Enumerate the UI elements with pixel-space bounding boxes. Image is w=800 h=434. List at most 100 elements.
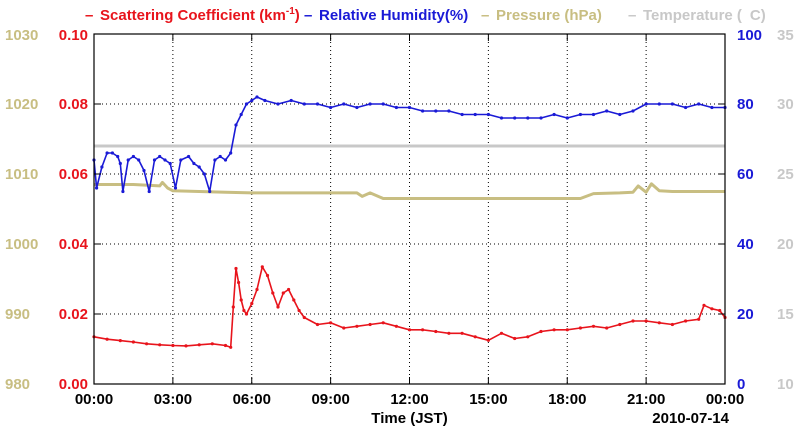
- legend-marker: –: [304, 7, 312, 24]
- data-point-relative-humidity: [118, 161, 122, 166]
- data-point-relative-humidity: [499, 116, 504, 120]
- data-point-relative-humidity: [168, 161, 172, 166]
- data-point-relative-humidity: [315, 102, 320, 106]
- pressure-axis-tick-label: 990: [5, 306, 30, 323]
- data-point-scattering-coefficient: [552, 328, 556, 332]
- scattering-axis-tick-label: 0.10: [59, 27, 88, 44]
- date-label: 2010-07-14: [652, 410, 729, 427]
- data-point-scattering-coefficient: [368, 322, 372, 327]
- legend-label: Scattering Coefficient (km-1): [100, 6, 300, 24]
- data-point-scattering-coefficient: [260, 265, 264, 269]
- data-point-scattering-coefficient: [447, 331, 451, 335]
- data-point-scattering-coefficient: [657, 321, 661, 325]
- x-tick-label: 21:00: [627, 391, 665, 408]
- x-tick-label: 00:00: [75, 391, 113, 408]
- data-point-relative-humidity: [131, 154, 135, 159]
- data-point-relative-humidity: [657, 102, 661, 106]
- data-point-relative-humidity: [147, 189, 151, 194]
- data-point-relative-humidity: [202, 172, 206, 176]
- x-tick-label: 18:00: [548, 391, 586, 408]
- data-point-scattering-coefficient: [605, 326, 609, 330]
- data-point-relative-humidity: [276, 102, 280, 106]
- data-point-scattering-coefficient: [315, 322, 320, 327]
- x-tick-label: 09:00: [311, 391, 349, 408]
- data-point-relative-humidity: [526, 116, 530, 120]
- data-point-relative-humidity: [578, 112, 583, 117]
- data-point-relative-humidity: [394, 105, 398, 110]
- data-point-relative-humidity: [187, 154, 191, 159]
- data-point-scattering-coefficient: [292, 298, 296, 302]
- data-point-relative-humidity: [591, 112, 596, 117]
- data-point-relative-humidity: [250, 98, 254, 103]
- data-point-scattering-coefficient: [394, 324, 398, 328]
- data-point-relative-humidity: [605, 109, 609, 113]
- data-point-scattering-coefficient: [342, 326, 346, 330]
- data-point-relative-humidity: [565, 116, 569, 120]
- data-point-relative-humidity: [460, 112, 464, 117]
- legend-item-rh: – Relative Humidity(%): [304, 7, 468, 24]
- data-point-scattering-coefficient: [302, 315, 306, 320]
- data-point-scattering-coefficient: [381, 321, 385, 325]
- data-point-relative-humidity: [142, 168, 146, 173]
- data-point-relative-humidity: [289, 98, 293, 103]
- data-point-scattering-coefficient: [697, 317, 701, 321]
- humidity-axis-tick-label: 60: [737, 166, 754, 183]
- data-point-relative-humidity: [126, 158, 130, 162]
- legend-label: Temperature (C): [643, 7, 766, 24]
- x-axis-label: Time (JST): [371, 410, 447, 427]
- data-point-scattering-coefficient: [473, 335, 477, 339]
- data-point-scattering-coefficient: [407, 328, 412, 332]
- data-point-scattering-coefficient: [486, 338, 490, 342]
- data-point-relative-humidity: [218, 154, 222, 159]
- data-point-scattering-coefficient: [329, 321, 333, 325]
- data-point-relative-humidity: [368, 102, 372, 106]
- series-group: [92, 95, 727, 349]
- scattering-axis-tick-label: 0.04: [59, 236, 89, 253]
- temperature-axis-tick-label: 35: [777, 27, 794, 44]
- data-point-scattering-coefficient: [105, 337, 109, 341]
- legend-item-pres: – Pressure (hPa): [481, 7, 602, 24]
- data-point-relative-humidity: [173, 186, 178, 190]
- data-point-relative-humidity: [223, 158, 228, 162]
- data-point-scattering-coefficient: [250, 301, 254, 306]
- data-point-relative-humidity: [421, 109, 425, 113]
- data-point-relative-humidity: [137, 158, 141, 162]
- humidity-axis-tick-label: 80: [737, 96, 754, 113]
- x-tick-label: 03:00: [154, 391, 192, 408]
- data-point-scattering-coefficient: [271, 291, 275, 295]
- data-point-relative-humidity: [355, 105, 359, 110]
- humidity-axis-tick-label: 0: [737, 376, 745, 393]
- data-point-scattering-coefficient: [565, 328, 569, 332]
- data-point-relative-humidity: [670, 102, 675, 106]
- temperature-axis-tick-label: 20: [777, 236, 794, 253]
- data-point-relative-humidity: [255, 95, 259, 99]
- pressure-axis-tick-label: 1000: [5, 236, 38, 253]
- data-point-relative-humidity: [105, 151, 109, 155]
- x-tick-label: 15:00: [469, 391, 507, 408]
- data-point-relative-humidity: [263, 98, 267, 103]
- data-point-relative-humidity: [329, 105, 333, 110]
- data-point-scattering-coefficient: [434, 329, 438, 334]
- pressure-axis-tick-label: 980: [5, 376, 30, 393]
- legend-label: Relative Humidity(%): [319, 7, 468, 24]
- data-point-scattering-coefficient: [171, 343, 175, 348]
- data-point-relative-humidity: [381, 102, 385, 106]
- data-point-scattering-coefficient: [223, 343, 228, 348]
- pressure-axis-tick-label: 1010: [5, 166, 38, 183]
- legend-marker: –: [481, 7, 489, 24]
- data-point-scattering-coefficient: [281, 291, 285, 295]
- data-point-relative-humidity: [197, 165, 201, 169]
- data-point-relative-humidity: [552, 112, 556, 117]
- data-point-relative-humidity: [539, 116, 543, 120]
- humidity-axis-tick-label: 40: [737, 236, 754, 253]
- legend-item-temp: – Temperature (C): [628, 7, 766, 24]
- scattering-axis-tick-label: 0.06: [59, 166, 88, 183]
- data-point-relative-humidity: [407, 105, 412, 110]
- temperature-axis-tick-label: 10: [777, 376, 794, 393]
- data-point-relative-humidity: [208, 189, 212, 194]
- data-point-scattering-coefficient: [118, 339, 122, 343]
- series-line-pressure: [94, 180, 725, 200]
- temperature-axis-tick-label: 15: [777, 306, 794, 323]
- data-point-relative-humidity: [513, 116, 517, 120]
